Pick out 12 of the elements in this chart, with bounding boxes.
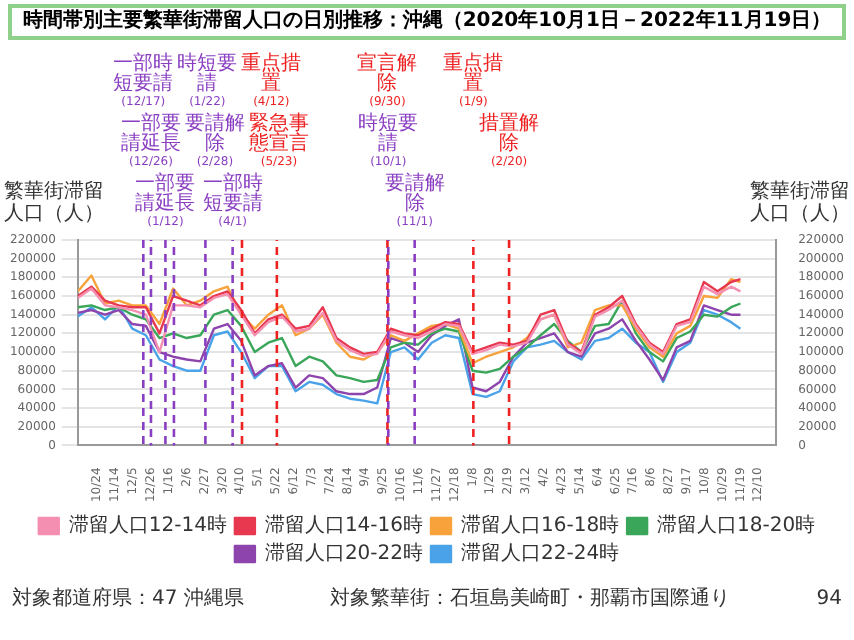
legend-label: 滞留人口12-14時 [68, 513, 227, 538]
legend-label: 滞留人口18-20時 [657, 513, 816, 538]
y-axis-title: 繁華街滞留人口（人） [4, 179, 104, 226]
chart-title: 時間帯別主要繁華街滞留人口の日別推移：沖縄（2020年10月1日－2022年11月19日） [8, 4, 846, 40]
legend-label: 滞留人口16-18時 [461, 513, 620, 538]
y2-axis-title: 繁華街滞留人口（人） [750, 179, 850, 226]
legend-label: 滞留人口14-16時 [264, 513, 424, 538]
legend-label: 滞留人口20-22時 [264, 541, 424, 566]
text: 対象繁華街：石垣島美崎町・那覇市国際通り [330, 585, 731, 612]
legend-label: 滞留人口22-24時 [461, 541, 620, 566]
text: 94 [816, 588, 842, 610]
text: 対象都道府県：47 沖縄県 [12, 585, 244, 612]
